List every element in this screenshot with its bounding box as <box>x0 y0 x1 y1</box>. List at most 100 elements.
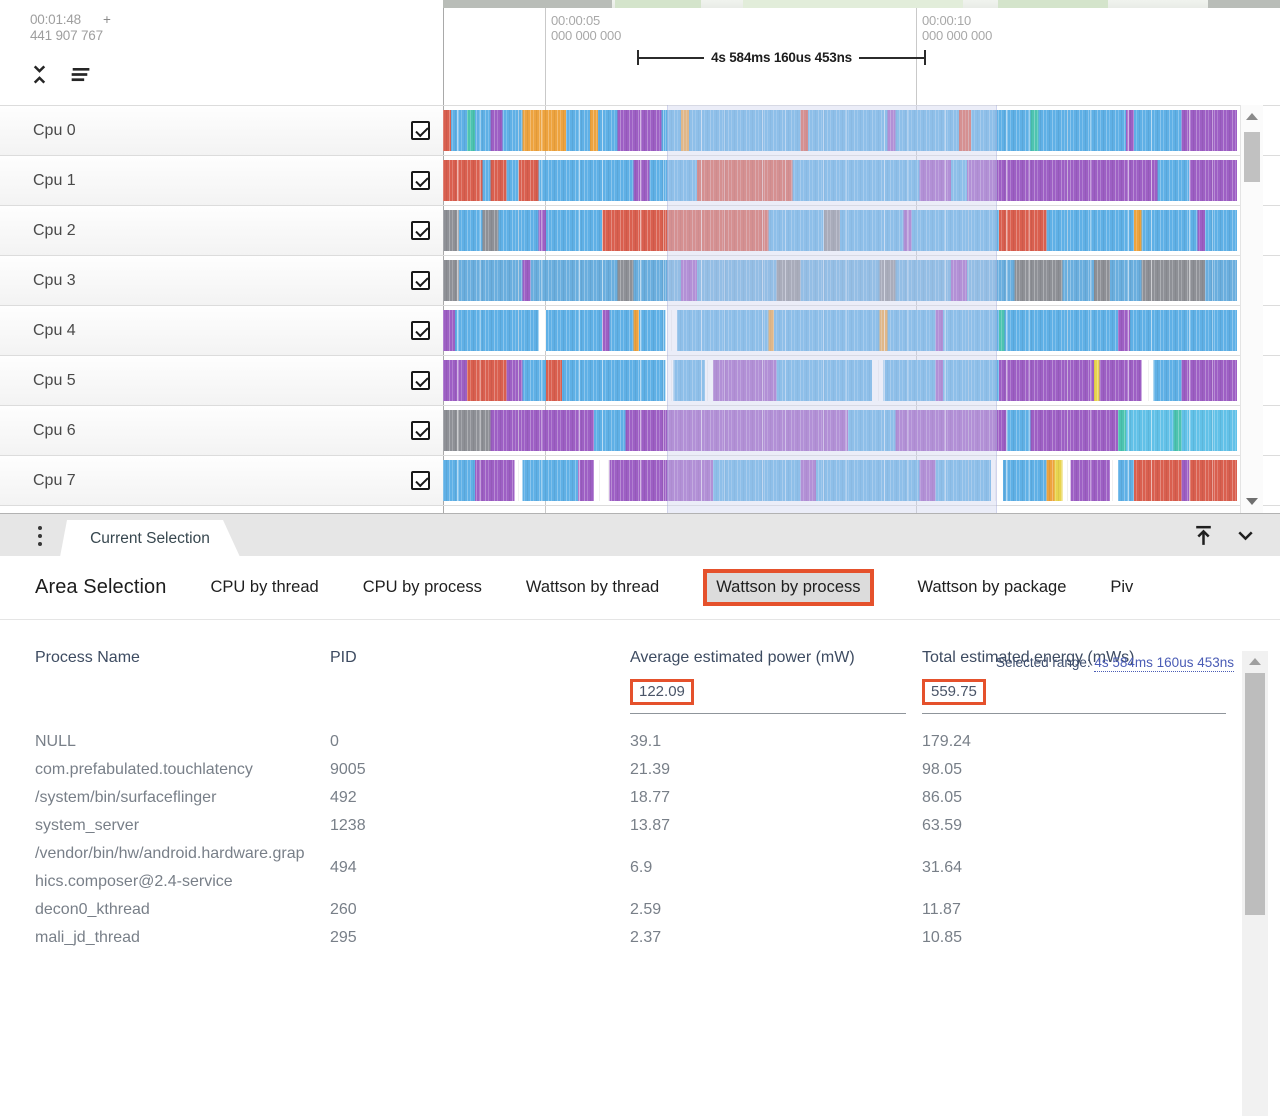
track-canvas[interactable] <box>443 160 1237 201</box>
selected-range: Selected range: 4s 584ms 160us 453ns <box>996 655 1234 672</box>
totals-avg-power-cell: 122.09 <box>630 679 906 714</box>
track-checkbox[interactable] <box>411 171 430 190</box>
table-row[interactable]: decon0_kthread 260 2.59 11.87 <box>35 901 961 918</box>
selected-range-label: Selected range: <box>996 655 1091 670</box>
track-canvas[interactable] <box>443 110 1237 151</box>
overview-minimap[interactable] <box>443 0 1280 8</box>
track-name-cell[interactable]: Cpu 5 <box>0 356 443 405</box>
track-canvas[interactable] <box>443 360 1237 401</box>
timeline-scrollbar[interactable] <box>1240 105 1263 513</box>
scroll-up-arrow[interactable] <box>1249 658 1261 665</box>
tab-wattson-by-thread[interactable]: Wattson by thread <box>525 578 660 596</box>
track-checkbox[interactable] <box>411 121 430 140</box>
track-label: Cpu 7 <box>33 471 76 489</box>
track-label: Cpu 6 <box>33 421 76 439</box>
table-row[interactable]: system_server 1238 13.87 63.59 <box>35 817 963 834</box>
table-row[interactable]: mali_jd_thread 295 2.37 10.85 <box>35 929 963 946</box>
ruler-tick-label: 00:00:10 000 000 000 <box>922 13 993 43</box>
column-header-total-energy[interactable]: Total estimated energy (mWs) <box>922 649 1135 666</box>
track-checkbox[interactable] <box>411 371 430 390</box>
scrollbar-thumb[interactable] <box>1245 673 1265 915</box>
track-label: Cpu 3 <box>33 271 76 289</box>
column-header-process-name[interactable]: Process Name <box>35 649 140 666</box>
selection-tab-bar: Current Selection <box>0 513 1280 556</box>
tab-pivot-truncated[interactable]: Piv <box>1110 578 1134 596</box>
track-label: Cpu 4 <box>33 321 76 339</box>
table-row[interactable]: com.prefabulated.touchlatency 9005 21.39… <box>35 761 963 778</box>
track-checkbox[interactable] <box>411 321 430 340</box>
track-checkbox[interactable] <box>411 271 430 290</box>
track-name-cell[interactable]: Cpu 3 <box>0 256 443 305</box>
column-header-avg-power[interactable]: Average estimated power (mW) <box>630 649 855 666</box>
minimap-segment <box>615 0 701 8</box>
table-totals-row: 122.09 559.75 <box>0 679 1280 714</box>
minimap-segment <box>998 0 1108 8</box>
expand-panel-to-top-icon[interactable] <box>1191 523 1216 548</box>
track-row: Cpu 7 <box>0 456 1280 506</box>
track-label: Cpu 5 <box>33 371 76 389</box>
track-row: Cpu 5 <box>0 356 1280 406</box>
column-header-pid[interactable]: PID <box>330 649 357 666</box>
table-row[interactable]: NULL 0 39.1 179.24 <box>35 733 971 750</box>
tab-wattson-by-process[interactable]: Wattson by process <box>703 569 874 606</box>
collapse-panel-icon[interactable] <box>1233 523 1258 548</box>
table-row[interactable]: /system/bin/surfaceflinger 492 18.77 86.… <box>35 789 963 806</box>
collapse-tracks-icon[interactable] <box>28 62 51 87</box>
selected-range-value-link[interactable]: 4s 584ms 160us 453ns <box>1094 655 1234 672</box>
wattson-process-table-panel: Selected range: 4s 584ms 160us 453ns Pro… <box>0 647 1280 1116</box>
scrollbar-thumb[interactable] <box>1244 132 1260 182</box>
avg-power-total-highlight: 122.09 <box>630 679 694 705</box>
panel-menu-icon[interactable] <box>32 523 48 549</box>
track-row: Cpu 6 <box>0 406 1280 456</box>
duration-measurement: 4s 584ms 160us 453ns <box>637 50 926 65</box>
tab-label: Current Selection <box>90 529 210 547</box>
track-label: Cpu 1 <box>33 171 76 189</box>
track-checkbox[interactable] <box>411 221 430 240</box>
area-selection-tabs: Area Selection CPU by thread CPU by proc… <box>0 556 1280 620</box>
track-canvas[interactable] <box>443 310 1237 351</box>
panel-title: Area Selection <box>35 576 167 598</box>
scroll-up-arrow[interactable] <box>1246 113 1258 120</box>
track-row: Cpu 4 <box>0 306 1280 356</box>
hover-timestamp: 00:01:48 + 441 907 767 <box>30 12 111 43</box>
track-checkbox[interactable] <box>411 471 430 490</box>
track-name-cell[interactable]: Cpu 1 <box>0 156 443 205</box>
tab-cpu-by-thread[interactable]: CPU by thread <box>210 578 319 596</box>
track-list: Cpu 0 Cpu 1 Cpu 2 <box>0 105 1280 506</box>
track-label: Cpu 0 <box>33 121 76 139</box>
tab-wattson-by-package[interactable]: Wattson by package <box>917 578 1067 596</box>
sort-tracks-icon[interactable] <box>67 62 93 87</box>
track-canvas[interactable] <box>443 260 1237 301</box>
track-name-cell[interactable]: Cpu 4 <box>0 306 443 355</box>
track-row: Cpu 2 <box>0 206 1280 256</box>
table-row[interactable]: /vendor/bin/hw/android.hardware.graphics… <box>35 845 963 890</box>
totals-energy-cell: 559.75 <box>922 679 1226 714</box>
track-name-cell[interactable]: Cpu 7 <box>0 456 443 505</box>
tab-cpu-by-process[interactable]: CPU by process <box>362 578 482 596</box>
track-row: Cpu 0 <box>0 106 1280 156</box>
ruler-tick-label: 00:00:05 000 000 000 <box>551 13 622 43</box>
track-canvas[interactable] <box>443 410 1237 451</box>
track-name-cell[interactable]: Cpu 0 <box>0 106 443 155</box>
track-row: Cpu 3 <box>0 256 1280 306</box>
duration-label: 4s 584ms 160us 453ns <box>711 50 852 65</box>
detail-scrollbar[interactable] <box>1242 651 1268 1116</box>
track-canvas[interactable] <box>443 210 1237 251</box>
track-name-cell[interactable]: Cpu 6 <box>0 406 443 455</box>
track-canvas[interactable] <box>443 460 1237 501</box>
minimap-segment <box>743 0 963 8</box>
area-selection-highlight[interactable] <box>667 105 997 513</box>
table-header-row: Process Name PID Average estimated power… <box>0 647 1280 669</box>
minimap-segment <box>1208 0 1280 8</box>
plus-indicator: + <box>102 12 111 27</box>
total-energy-highlight: 559.75 <box>922 679 986 705</box>
scroll-down-arrow[interactable] <box>1246 498 1258 505</box>
track-row: Cpu 1 <box>0 156 1280 206</box>
tab-current-selection[interactable]: Current Selection <box>60 520 240 557</box>
track-label: Cpu 2 <box>33 221 76 239</box>
track-name-cell[interactable]: Cpu 2 <box>0 206 443 255</box>
track-checkbox[interactable] <box>411 421 430 440</box>
minimap-segment <box>443 0 612 8</box>
table-body: NULL 0 39.1 179.24 com.prefabulated.touc… <box>0 728 1280 952</box>
